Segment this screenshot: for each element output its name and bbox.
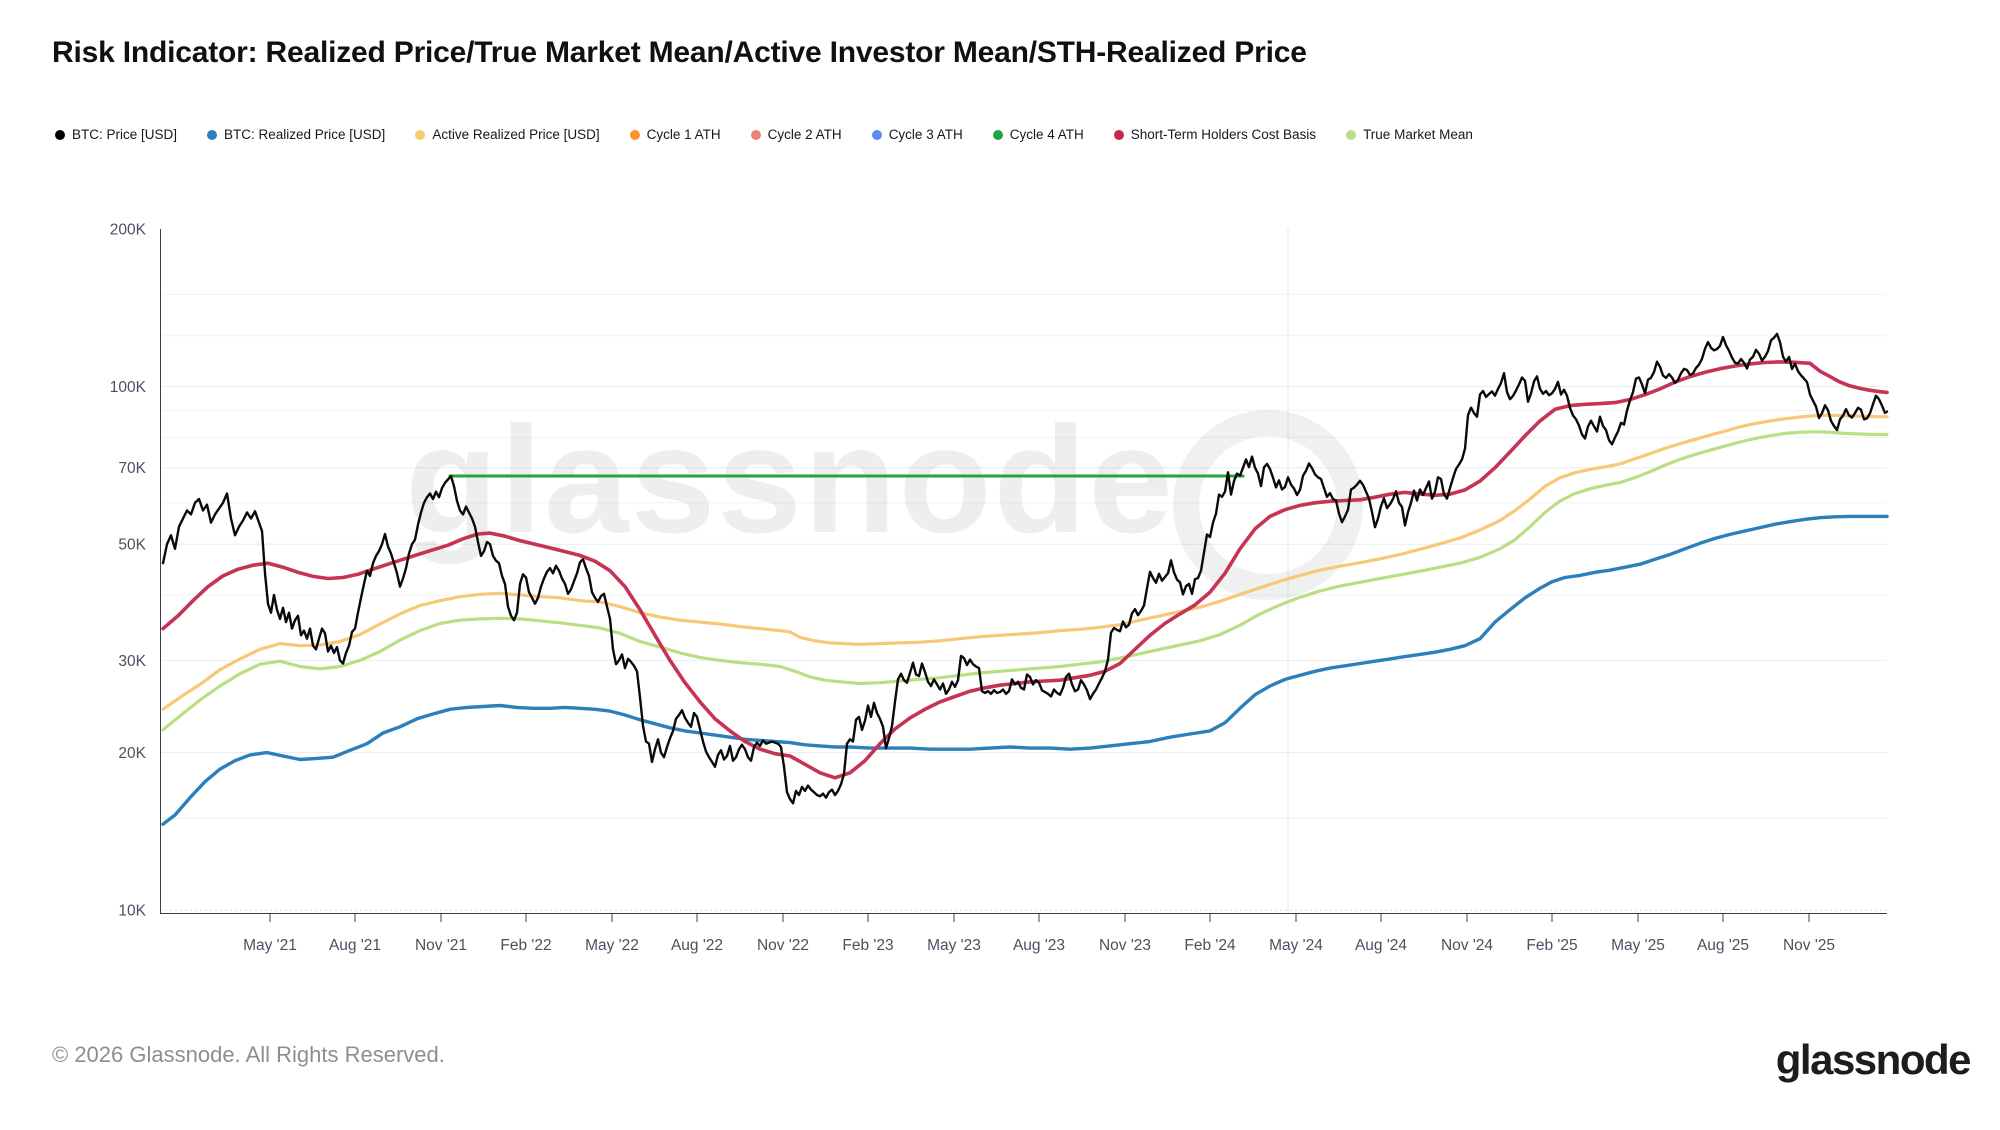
legend-item-1[interactable]: BTC: Realized Price [USD] xyxy=(207,127,385,142)
legend-dot-icon xyxy=(992,129,1003,140)
legend-item-2[interactable]: Active Realized Price [USD] xyxy=(415,127,600,142)
legend-label: True Market Mean xyxy=(1363,127,1473,142)
legend-item-8[interactable]: True Market Mean xyxy=(1346,127,1473,142)
x-tick-label: Aug '23 xyxy=(1013,937,1065,954)
x-tick-label: Nov '24 xyxy=(1441,937,1493,954)
x-tick-label: Feb '25 xyxy=(1526,937,1577,954)
glassnode-watermark-ring-icon xyxy=(1173,410,1363,600)
x-tick-label: May '22 xyxy=(585,937,639,954)
legend-label: BTC: Price [USD] xyxy=(72,127,178,142)
copyright-text: © 2026 Glassnode. All Rights Reserved. xyxy=(52,1042,445,1067)
legend-dot-icon xyxy=(1113,129,1124,140)
glassnode-logo: glassnode xyxy=(1775,1036,1972,1083)
y-tick-label: 30K xyxy=(118,653,146,670)
chart-legend: BTC: Price [USD] BTC: Realized Price [USD… xyxy=(55,127,1473,142)
legend-item-6[interactable]: Cycle 4 ATH xyxy=(992,127,1084,142)
y-tick-label: 70K xyxy=(118,460,146,477)
x-tick-label: May '21 xyxy=(243,937,297,954)
x-tick-label: Aug '24 xyxy=(1355,937,1407,954)
series-btc-realized-price-usd xyxy=(161,514,1889,826)
legend-label: Cycle 2 ATH xyxy=(767,127,842,142)
legend-dot-icon xyxy=(415,129,426,140)
legend-dot-icon xyxy=(629,129,640,140)
y-tick-label: 50K xyxy=(118,537,146,554)
series-short-term-holders-cost-basis xyxy=(161,360,1889,780)
series-active-realized-price-usd xyxy=(161,413,1889,711)
legend-label: Cycle 4 ATH xyxy=(1009,127,1084,142)
legend-dot-icon xyxy=(1346,129,1357,140)
legend-label: Cycle 3 ATH xyxy=(888,127,963,142)
legend-item-4[interactable]: Cycle 2 ATH xyxy=(750,127,842,142)
y-tick-label: 10K xyxy=(118,903,146,920)
x-tick-label: Aug '25 xyxy=(1697,937,1749,954)
x-tick-label: Feb '23 xyxy=(842,937,893,954)
x-tick-label: May '23 xyxy=(927,937,981,954)
legend-item-7[interactable]: Short-Term Holders Cost Basis xyxy=(1113,127,1317,142)
legend-label: BTC: Realized Price [USD] xyxy=(224,127,386,142)
series-btc-price-usd xyxy=(161,332,1889,805)
x-tick-label: Aug '22 xyxy=(671,937,723,954)
legend-label: Short-Term Holders Cost Basis xyxy=(1130,127,1317,142)
legend-item-5[interactable]: Cycle 3 ATH xyxy=(871,127,963,142)
legend-item-3[interactable]: Cycle 1 ATH xyxy=(629,127,721,142)
y-tick-label: 20K xyxy=(118,745,146,762)
x-tick-label: Aug '21 xyxy=(329,937,381,954)
y-tick-label: 100K xyxy=(110,379,147,396)
x-tick-label: Nov '25 xyxy=(1783,937,1835,954)
x-tick-label: May '24 xyxy=(1269,937,1323,954)
legend-dot-icon xyxy=(55,129,65,140)
series-true-market-mean xyxy=(161,430,1889,732)
legend-dot-icon xyxy=(207,129,218,140)
glassnode-watermark-text: glassnode xyxy=(405,395,1175,565)
legend-label: Active Realized Price [USD] xyxy=(432,127,600,142)
x-tick-label: Feb '22 xyxy=(500,937,551,954)
page-title: Risk Indicator: Realized Price/True Mark… xyxy=(52,36,1307,69)
x-tick-label: May '25 xyxy=(1611,937,1665,954)
x-tick-label: Nov '22 xyxy=(757,937,809,954)
legend-dot-icon xyxy=(871,129,882,140)
legend-item-0[interactable]: BTC: Price [USD] xyxy=(55,127,177,142)
x-tick-label: Nov '23 xyxy=(1099,937,1151,954)
x-tick-label: Nov '21 xyxy=(415,937,467,954)
x-tick-label: Feb '24 xyxy=(1184,937,1236,954)
y-tick-label: 200K xyxy=(110,222,147,239)
legend-label: Cycle 1 ATH xyxy=(646,127,721,142)
legend-dot-icon xyxy=(750,129,761,140)
